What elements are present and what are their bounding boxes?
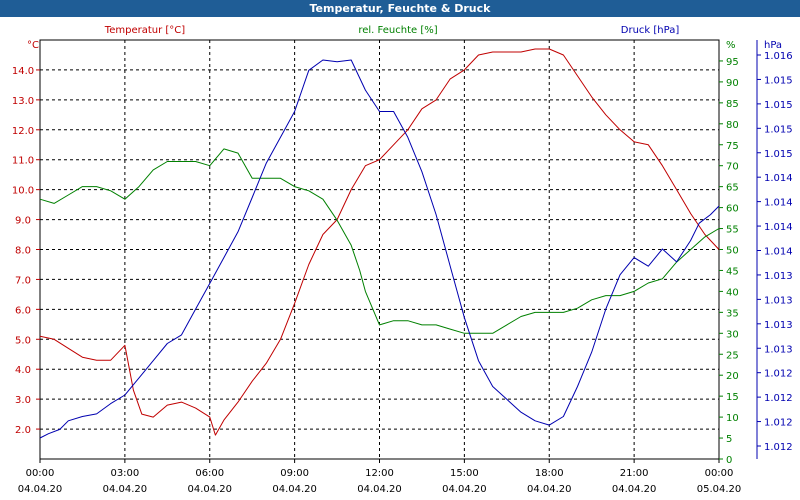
x-tick-label-time: 06:00	[195, 468, 224, 479]
y-tick-label-humidity: 10	[726, 413, 739, 424]
legend-pressure: Druck [hPa]	[621, 25, 680, 36]
y-tick-label-humidity: 55	[726, 225, 739, 236]
y-tick-label-humidity: 85	[726, 99, 739, 110]
y-tick-label-temperature: 3.0	[15, 395, 31, 406]
x-tick-label-date: 04.04.20	[187, 484, 232, 495]
x-tick-label-date: 04.04.20	[103, 484, 148, 495]
y-tick-label-pressure: 1.012	[764, 369, 793, 380]
x-tick-label-time: 18:00	[535, 468, 564, 479]
y-axis-unit-temperature: °C	[27, 40, 39, 51]
x-tick-label-date: 04.04.20	[612, 484, 657, 495]
y-tick-label-pressure: 1.012	[764, 442, 793, 453]
y-tick-label-temperature: 5.0	[15, 335, 31, 346]
x-tick-label-date: 04.04.20	[442, 484, 487, 495]
y-tick-label-temperature: 4.0	[15, 365, 31, 376]
y-tick-label-pressure: 1.012	[764, 418, 793, 429]
y-tick-label-temperature: 6.0	[15, 305, 31, 316]
y-tick-label-pressure: 1.012	[764, 393, 793, 404]
y-tick-label-humidity: 65	[726, 183, 739, 194]
y-tick-label-humidity: 75	[726, 141, 739, 152]
y-tick-label-humidity: 35	[726, 308, 739, 319]
y-tick-label-pressure: 1.015	[764, 75, 793, 86]
y-tick-label-humidity: 70	[726, 162, 739, 173]
y-tick-label-temperature: 2.0	[15, 425, 31, 436]
x-tick-label-time: 00:00	[26, 468, 55, 479]
series-humidity-line	[39, 148, 720, 334]
y-tick-label-pressure: 1.015	[764, 124, 793, 135]
x-tick-label-date: 04.04.20	[272, 484, 317, 495]
y-tick-label-pressure: 1.014	[764, 222, 793, 233]
y-tick-label-pressure: 1.013	[764, 320, 793, 331]
y-tick-label-humidity: 25	[726, 350, 739, 361]
y-tick-label-pressure: 1.014	[764, 173, 793, 184]
y-tick-label-pressure: 1.013	[764, 295, 793, 306]
y-tick-label-pressure: 1.016	[764, 51, 793, 62]
y-axis-unit-humidity: %	[726, 40, 736, 51]
y-tick-label-humidity: 30	[726, 329, 739, 340]
y-tick-label-temperature: 12.0	[12, 126, 34, 137]
y-tick-label-temperature: 9.0	[15, 216, 31, 227]
x-tick-label-date: 04.04.20	[357, 484, 402, 495]
y-tick-label-humidity: 0	[726, 455, 732, 466]
y-tick-label-humidity: 15	[726, 392, 739, 403]
y-tick-label-temperature: 10.0	[12, 186, 34, 197]
y-tick-label-temperature: 14.0	[12, 66, 34, 77]
x-tick-label-time: 21:00	[620, 468, 649, 479]
y-tick-label-temperature: 11.0	[12, 156, 34, 167]
legend-temperature: Temperatur [°C]	[104, 25, 185, 36]
y-axis-unit-pressure: hPa	[764, 40, 782, 51]
y-tick-label-humidity: 45	[726, 266, 739, 277]
y-tick-label-humidity: 40	[726, 287, 739, 298]
y-tick-label-humidity: 80	[726, 120, 739, 131]
y-tick-label-humidity: 5	[726, 434, 732, 445]
x-tick-label-time: 15:00	[450, 468, 479, 479]
y-tick-label-humidity: 50	[726, 246, 739, 257]
x-tick-label-time: 12:00	[365, 468, 394, 479]
y-tick-label-temperature: 13.0	[12, 96, 34, 107]
y-tick-label-humidity: 60	[726, 204, 739, 215]
y-tick-label-humidity: 90	[726, 78, 739, 89]
x-tick-label-time: 03:00	[110, 468, 139, 479]
x-tick-label-date: 04.04.20	[18, 484, 63, 495]
x-tick-label-date: 05.04.20	[697, 484, 742, 495]
x-tick-label-date: 04.04.20	[527, 484, 572, 495]
legend-humidity: rel. Feuchte [%]	[358, 25, 437, 36]
y-tick-label-pressure: 1.014	[764, 247, 793, 258]
chart-title: Temperatur, Feuchte & Druck	[0, 0, 800, 17]
y-tick-label-pressure: 1.015	[764, 100, 793, 111]
y-tick-label-pressure: 1.014	[764, 198, 793, 209]
series-pressure-line	[39, 59, 720, 439]
y-tick-label-humidity: 95	[726, 57, 739, 68]
series-temperature-line	[39, 48, 720, 436]
x-tick-label-time: 09:00	[280, 468, 309, 479]
y-tick-label-pressure: 1.015	[764, 149, 793, 160]
x-tick-label-time: 00:00	[705, 468, 734, 479]
y-tick-label-temperature: 8.0	[15, 246, 31, 257]
y-tick-label-pressure: 1.013	[764, 344, 793, 355]
y-tick-label-pressure: 1.013	[764, 271, 793, 282]
y-tick-label-temperature: 7.0	[15, 275, 31, 286]
y-tick-label-humidity: 20	[726, 371, 739, 382]
